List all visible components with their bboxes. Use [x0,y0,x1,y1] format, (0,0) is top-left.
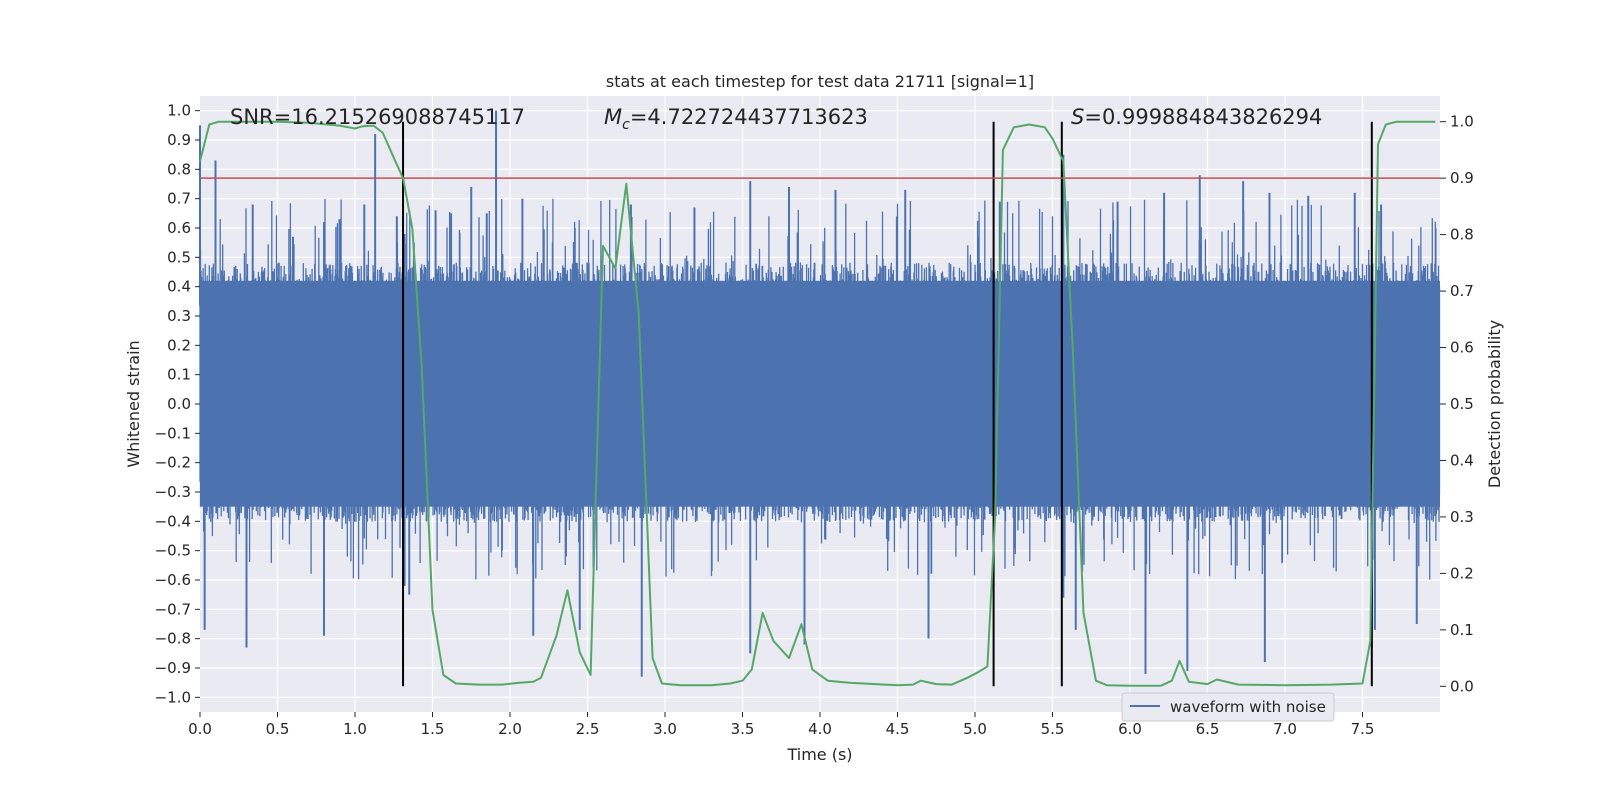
score-annotation: S=0.999884843826294 [1071,105,1322,129]
x-tick-label: 5.0 [963,720,987,738]
waveform-core-band [200,280,1440,507]
s-value: =0.999884843826294 [1084,105,1322,129]
y-tick-label: −1.0 [155,688,191,706]
x-tick-label: 7.5 [1351,720,1375,738]
y2-tick-label: 0.1 [1450,621,1474,639]
y-tick-label: 0.2 [167,336,191,354]
y-tick-label: −0.8 [155,630,191,648]
x-tick-label: 2.5 [576,720,600,738]
x-tick-label: 1.5 [421,720,445,738]
y-axis-label: Whitened strain [124,340,143,467]
mc-value: =4.722724437713623 [630,105,868,129]
chirp-mass-annotation: Mc=4.722724437713623 [604,105,868,133]
x-tick-label: 7.0 [1273,720,1297,738]
y2-tick-label: 0.0 [1450,677,1474,695]
snr-annotation: SNR=16.215269088745117 [230,105,525,129]
y-tick-label: 1.0 [167,102,191,120]
y2-tick-label: 0.5 [1450,395,1474,413]
x-tick-label: 3.5 [731,720,755,738]
x-tick-label: 0.5 [266,720,290,738]
y-tick-label: 0.8 [167,160,191,178]
y-tick-label: −0.1 [155,424,191,442]
s-symbol: S [1071,105,1084,129]
x-tick-label: 3.0 [653,720,677,738]
probability-line [199,120,1436,687]
x-tick-label: 6.0 [1118,720,1142,738]
mc-symbol: M [604,105,622,129]
y2-tick-label: 0.8 [1450,226,1474,244]
y2-tick-label: 0.6 [1450,339,1474,357]
x-tick-label: 4.5 [886,720,910,738]
y-tick-label: −0.5 [155,542,191,560]
y-tick-label: 0.5 [167,248,191,266]
x-tick-label: 2.0 [498,720,522,738]
y-tick-label: 0.0 [167,395,191,413]
chart-title: stats at each timestep for test data 217… [606,72,1034,91]
x-tick-label: 4.0 [808,720,832,738]
y-tick-label: 0.3 [167,307,191,325]
legend-label: waveform with noise [1170,698,1326,716]
y-tick-label: 0.7 [167,190,191,208]
y-tick-label: −0.6 [155,571,191,589]
y-tick-label: 0.6 [167,219,191,237]
x-axis-ticks: 0.0 0.5 1.0 1.5 2.0 2.5 3.0 3.5 4.0 4.5 5.0 5.5 6.0 6… [188,712,1374,738]
legend: waveform with noise [1121,692,1335,722]
y2-tick-label: 0.9 [1450,169,1474,187]
y-axis-ticks: 1.0 0.9 0.8 0.7 0.6 0.5 0.4 0.3 0.2 0.1 0.0 −0.1 −0.… [155,102,200,706]
y-tick-label: −0.3 [155,483,191,501]
x-axis-label: Time (s) [786,745,852,764]
y2-tick-label: 0.2 [1450,564,1474,582]
x-tick-label: 1.0 [343,720,367,738]
y2-tick-label: 0.7 [1450,282,1474,300]
legend-box [1121,692,1335,722]
y-tick-label: −0.2 [155,454,191,472]
y-tick-label: 0.9 [167,131,191,149]
y2-tick-label: 0.4 [1450,451,1474,469]
x-tick-label: 6.5 [1196,720,1220,738]
x-tick-label: 0.0 [188,720,212,738]
y-tick-label: 0.4 [167,278,191,296]
probability-series [199,120,1436,687]
y2-tick-label: 1.0 [1450,113,1474,131]
y-tick-label: −0.9 [155,659,191,677]
y2-tick-label: 0.3 [1450,508,1474,526]
y2-axis-label: Detection probability [1485,320,1504,488]
mc-subscript: c [622,117,630,133]
y-tick-label: −0.4 [155,512,191,530]
waveform-series [199,110,1441,677]
y-tick-label: 0.1 [167,366,191,384]
x-tick-label: 5.5 [1041,720,1065,738]
y-tick-label: −0.7 [155,600,191,618]
y2-axis-ticks: 1.0 0.9 0.8 0.7 0.6 0.5 0.4 0.3 0.2 0.1 0.0 [1440,113,1474,695]
